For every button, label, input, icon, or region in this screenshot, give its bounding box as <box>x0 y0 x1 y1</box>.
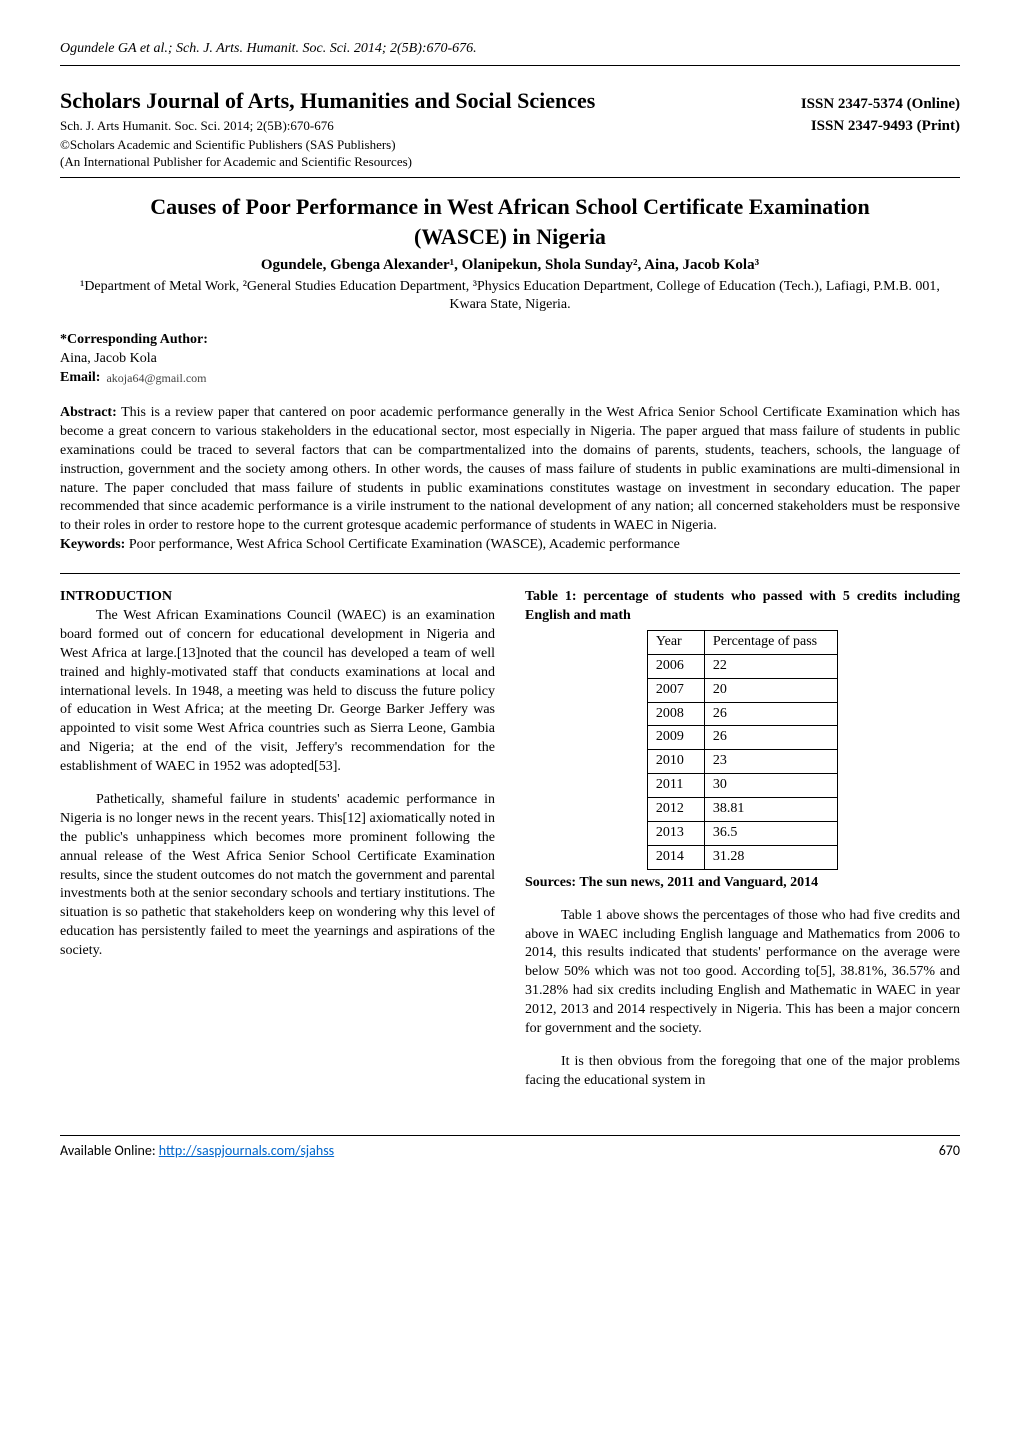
left-column: INTRODUCTION The West African Examinatio… <box>60 588 495 1105</box>
footer-left: Available Online: http://saspjournals.co… <box>60 1142 334 1161</box>
table-row: 200622 <box>647 654 837 678</box>
footer-link[interactable]: http://saspjournals.com/sjahss <box>159 1142 334 1159</box>
table-header-cell: Year <box>647 630 704 654</box>
footer-bar: Available Online: http://saspjournals.co… <box>60 1135 960 1161</box>
table-cell: 2013 <box>647 822 704 846</box>
article-title-line-2: (WASCE) in Nigeria <box>60 222 960 252</box>
table-row: 200826 <box>647 702 837 726</box>
table-row: 201336.5 <box>647 822 837 846</box>
table-cell: 2007 <box>647 678 704 702</box>
intro-para-1: The West African Examinations Council (W… <box>60 607 495 777</box>
table-source: Sources: The sun news, 2011 and Vanguard… <box>525 874 960 893</box>
abstract-block: Abstract: This is a review paper that ca… <box>60 404 960 555</box>
table-cell: 2010 <box>647 750 704 774</box>
abstract-text: This is a review paper that cantered on … <box>60 405 960 533</box>
authors: Ogundele, Gbenga Alexander¹, Olanipekun,… <box>60 255 960 275</box>
keywords-label: Keywords: <box>60 537 125 552</box>
issn-print: ISSN 2347-9493 (Print) <box>811 116 960 136</box>
table-cell: 2011 <box>647 774 704 798</box>
table-cell: 36.5 <box>704 822 837 846</box>
table-cell: 2006 <box>647 654 704 678</box>
intro-para-2: Pathetically, shameful failure in studen… <box>60 791 495 961</box>
table-caption: Table 1: percentage of students who pass… <box>525 588 960 626</box>
two-column-body: INTRODUCTION The West African Examinatio… <box>60 588 960 1105</box>
right-para-1: Table 1 above shows the percentages of t… <box>525 907 960 1039</box>
table-cell: 2014 <box>647 845 704 869</box>
footer-page-number: 670 <box>939 1142 960 1161</box>
intro-heading: INTRODUCTION <box>60 588 495 607</box>
corresponding-author-block: *Corresponding Author: Aina, Jacob Kola … <box>60 331 960 388</box>
email-value: akoja64@gmail.com <box>106 370 206 386</box>
table-cell: 38.81 <box>704 798 837 822</box>
email-label: Email: <box>60 369 100 388</box>
journal-title: Scholars Journal of Arts, Humanities and… <box>60 86 595 116</box>
table-row: 200720 <box>647 678 837 702</box>
table-header-row: Year Percentage of pass <box>647 630 837 654</box>
abstract-label: Abstract: <box>60 405 117 420</box>
table-row: 201130 <box>647 774 837 798</box>
meta-rule <box>60 177 960 178</box>
table-cell: 2008 <box>647 702 704 726</box>
table-row: 201023 <box>647 750 837 774</box>
table-cell: 20 <box>704 678 837 702</box>
table-cell: 23 <box>704 750 837 774</box>
table-row: 201238.81 <box>647 798 837 822</box>
publisher-line-1: ©Scholars Academic and Scientific Publis… <box>60 136 960 154</box>
issn-online: ISSN 2347-5374 (Online) <box>801 94 960 114</box>
table-cell: 26 <box>704 702 837 726</box>
affiliation: ¹Department of Metal Work, ²General Stud… <box>60 278 960 316</box>
top-rule <box>60 65 960 66</box>
journal-meta-block: Scholars Journal of Arts, Humanities and… <box>60 86 960 171</box>
table-row: 201431.28 <box>647 845 837 869</box>
right-column: Table 1: percentage of students who pass… <box>525 588 960 1105</box>
table-cell: 26 <box>704 726 837 750</box>
abstract-rule <box>60 573 960 574</box>
table-row: 200926 <box>647 726 837 750</box>
corresponding-label: *Corresponding Author: <box>60 331 960 350</box>
table-cell: 2009 <box>647 726 704 750</box>
article-title-line-1: Causes of Poor Performance in West Afric… <box>60 192 960 222</box>
pass-percentage-table: Year Percentage of pass 200622 200720 20… <box>647 630 838 870</box>
running-header: Ogundele GA et al.; Sch. J. Arts. Humani… <box>60 40 960 59</box>
table-cell: 22 <box>704 654 837 678</box>
corresponding-name: Aina, Jacob Kola <box>60 350 960 369</box>
publisher-line-2: (An International Publisher for Academic… <box>60 153 960 171</box>
right-para-2: It is then obvious from the foregoing th… <box>525 1053 960 1091</box>
table-cell: 31.28 <box>704 845 837 869</box>
table-cell: 30 <box>704 774 837 798</box>
table-header-cell: Percentage of pass <box>704 630 837 654</box>
table-cell: 2012 <box>647 798 704 822</box>
keywords-text: Poor performance, West Africa School Cer… <box>125 537 680 552</box>
journal-citation: Sch. J. Arts Humanit. Soc. Sci. 2014; 2(… <box>60 117 334 135</box>
footer-left-label: Available Online: <box>60 1142 159 1159</box>
